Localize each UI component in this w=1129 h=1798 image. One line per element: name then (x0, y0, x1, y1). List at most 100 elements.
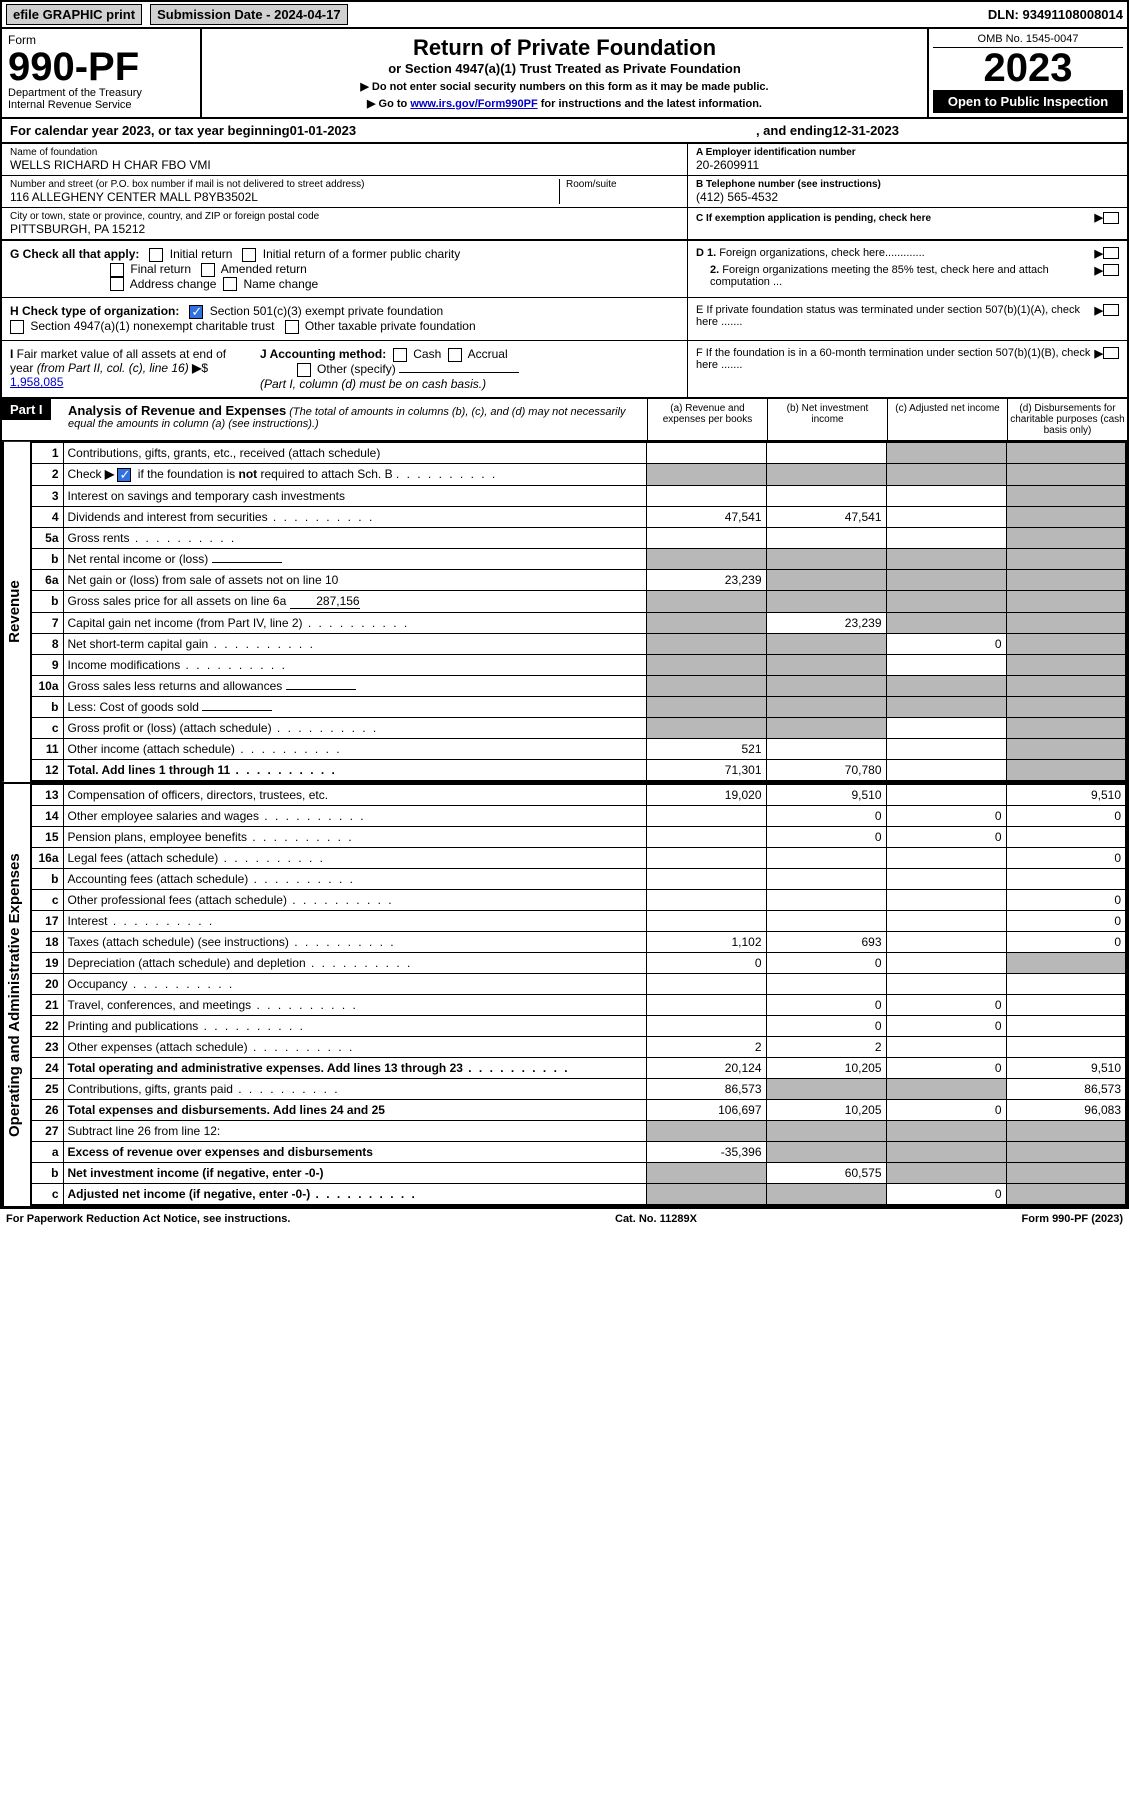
g-opt-4: Address change (130, 277, 217, 291)
submission-date: Submission Date - 2024-04-17 (150, 4, 348, 25)
line-number: b (31, 590, 63, 612)
table-row: 15Pension plans, employee benefits00 (31, 826, 1126, 847)
line-number: 13 (31, 784, 63, 805)
line-number: 21 (31, 994, 63, 1015)
checks-block: G Check all that apply: Initial return I… (0, 241, 1129, 399)
line-description: Check ▶ if the foundation is not require… (63, 463, 646, 485)
part1-header-row: Part I Analysis of Revenue and Expenses … (0, 399, 1129, 442)
table-row: 3Interest on savings and temporary cash … (31, 485, 1126, 506)
table-row: 4Dividends and interest from securities4… (31, 506, 1126, 527)
line-description: Dividends and interest from securities (63, 506, 646, 527)
table-row: bLess: Cost of goods sold (31, 696, 1126, 717)
header-right: OMB No. 1545-0047 2023 Open to Public In… (927, 29, 1127, 117)
j-accrual-label: Accrual (468, 347, 508, 361)
line-number: 5a (31, 527, 63, 548)
part1-badge: Part I (2, 399, 51, 420)
h-label: H Check type of organization: (10, 304, 179, 318)
line-description: Occupancy (63, 973, 646, 994)
phone-label: B Telephone number (see instructions) (696, 179, 1119, 190)
d2-checkbox[interactable] (1103, 264, 1119, 276)
foundation-name: WELLS RICHARD H CHAR FBO VMI (10, 158, 679, 172)
line-description: Net rental income or (loss) (63, 548, 646, 569)
line-description: Other employee salaries and wages (63, 805, 646, 826)
h-other-taxable-checkbox[interactable] (285, 320, 299, 334)
table-row: 25Contributions, gifts, grants paid86,57… (31, 1078, 1126, 1099)
g-opt-5: Name change (243, 277, 318, 291)
form-number: 990-PF (8, 47, 194, 87)
line-description: Capital gain net income (from Part IV, l… (63, 612, 646, 633)
table-row: 1Contributions, gifts, grants, etc., rec… (31, 442, 1126, 463)
dept-line-2: Internal Revenue Service (8, 99, 194, 111)
g-initial-return-checkbox[interactable] (149, 248, 163, 262)
footer-mid: Cat. No. 11289X (615, 1213, 697, 1225)
table-row: 5aGross rents (31, 527, 1126, 548)
line-description: Other expenses (attach schedule) (63, 1036, 646, 1057)
j-other-label: Other (specify) (317, 362, 396, 376)
f-checkbox[interactable] (1103, 347, 1119, 359)
line-description: Accounting fees (attach schedule) (63, 868, 646, 889)
opex-table: 13Compensation of officers, directors, t… (30, 784, 1127, 1206)
efile-badge[interactable]: efile GRAPHIC print (6, 4, 142, 25)
line-description: Net gain or (loss) from sale of assets n… (63, 569, 646, 590)
line-number: 23 (31, 1036, 63, 1057)
g-final-return-checkbox[interactable] (110, 263, 124, 277)
c-exemption-checkbox[interactable] (1103, 212, 1119, 224)
line-description: Gross sales price for all assets on line… (63, 590, 646, 612)
g-initial-public-checkbox[interactable] (242, 248, 256, 262)
form-instructions-link[interactable]: www.irs.gov/Form990PF (410, 98, 537, 110)
line-number: c (31, 717, 63, 738)
line-description: Excess of revenue over expenses and disb… (63, 1141, 646, 1162)
table-row: cOther professional fees (attach schedul… (31, 889, 1126, 910)
form-subtitle: or Section 4947(a)(1) Trust Treated as P… (212, 61, 917, 76)
line-description: Depreciation (attach schedule) and deple… (63, 952, 646, 973)
table-row: 7Capital gain net income (from Part IV, … (31, 612, 1126, 633)
table-row: 11Other income (attach schedule)521 (31, 738, 1126, 759)
line-description: Other income (attach schedule) (63, 738, 646, 759)
line-number: 24 (31, 1057, 63, 1078)
line-description: Interest (63, 910, 646, 931)
h-opt-1: Section 501(c)(3) exempt private foundat… (210, 304, 443, 318)
foundation-name-cell: Name of foundation WELLS RICHARD H CHAR … (2, 144, 687, 176)
line-number: 1 (31, 442, 63, 463)
g-address-change-checkbox[interactable] (110, 277, 124, 291)
phone-cell: B Telephone number (see instructions) (4… (688, 176, 1127, 208)
line-number: 3 (31, 485, 63, 506)
phone-value: (412) 565-4532 (696, 190, 1119, 204)
line-number: 20 (31, 973, 63, 994)
c-exemption-label: C If exemption application is pending, c… (696, 213, 1095, 224)
header-center: Return of Private Foundation or Section … (202, 29, 927, 117)
table-row: 17Interest0 (31, 910, 1126, 931)
d1-checkbox[interactable] (1103, 247, 1119, 259)
arrow-icon: ▶ (1095, 347, 1103, 371)
line-description: Income modifications (63, 654, 646, 675)
entity-info-block: Name of foundation WELLS RICHARD H CHAR … (0, 144, 1129, 241)
h-4947-checkbox[interactable] (10, 320, 24, 334)
table-row: bAccounting fees (attach schedule) (31, 868, 1126, 889)
schb-checkbox[interactable] (117, 468, 131, 482)
table-row: cAdjusted net income (if negative, enter… (31, 1183, 1126, 1205)
g-check-row: G Check all that apply: Initial return I… (2, 241, 687, 297)
fmv-value-link[interactable]: 1,958,085 (10, 375, 63, 389)
j-accrual-checkbox[interactable] (448, 348, 462, 362)
part1-title-cell: Analysis of Revenue and Expenses (The to… (62, 399, 647, 440)
line-number: 9 (31, 654, 63, 675)
j-other-checkbox[interactable] (297, 363, 311, 377)
arrow-icon: ▶ (1095, 211, 1103, 224)
j-cash-checkbox[interactable] (393, 348, 407, 362)
g-name-change-checkbox[interactable] (223, 277, 237, 291)
h-opt-3: Other taxable private foundation (305, 319, 476, 333)
table-row: 8Net short-term capital gain0 (31, 633, 1126, 654)
cal-begin: 01-01-2023 (290, 123, 357, 138)
address-value: 116 ALLEGHENY CENTER MALL P8YB3502L (10, 190, 559, 204)
h-501c3-checkbox[interactable] (189, 305, 203, 319)
line-number: 25 (31, 1078, 63, 1099)
table-row: 20Occupancy (31, 973, 1126, 994)
e-checkbox[interactable] (1103, 304, 1119, 316)
line-number: c (31, 1183, 63, 1205)
calendar-year-row: For calendar year 2023, or tax year begi… (0, 119, 1129, 144)
j-label: J Accounting method: (260, 347, 386, 361)
table-row: 26Total expenses and disbursements. Add … (31, 1099, 1126, 1120)
table-row: 18Taxes (attach schedule) (see instructi… (31, 931, 1126, 952)
table-row: bGross sales price for all assets on lin… (31, 590, 1126, 612)
g-amended-return-checkbox[interactable] (201, 263, 215, 277)
